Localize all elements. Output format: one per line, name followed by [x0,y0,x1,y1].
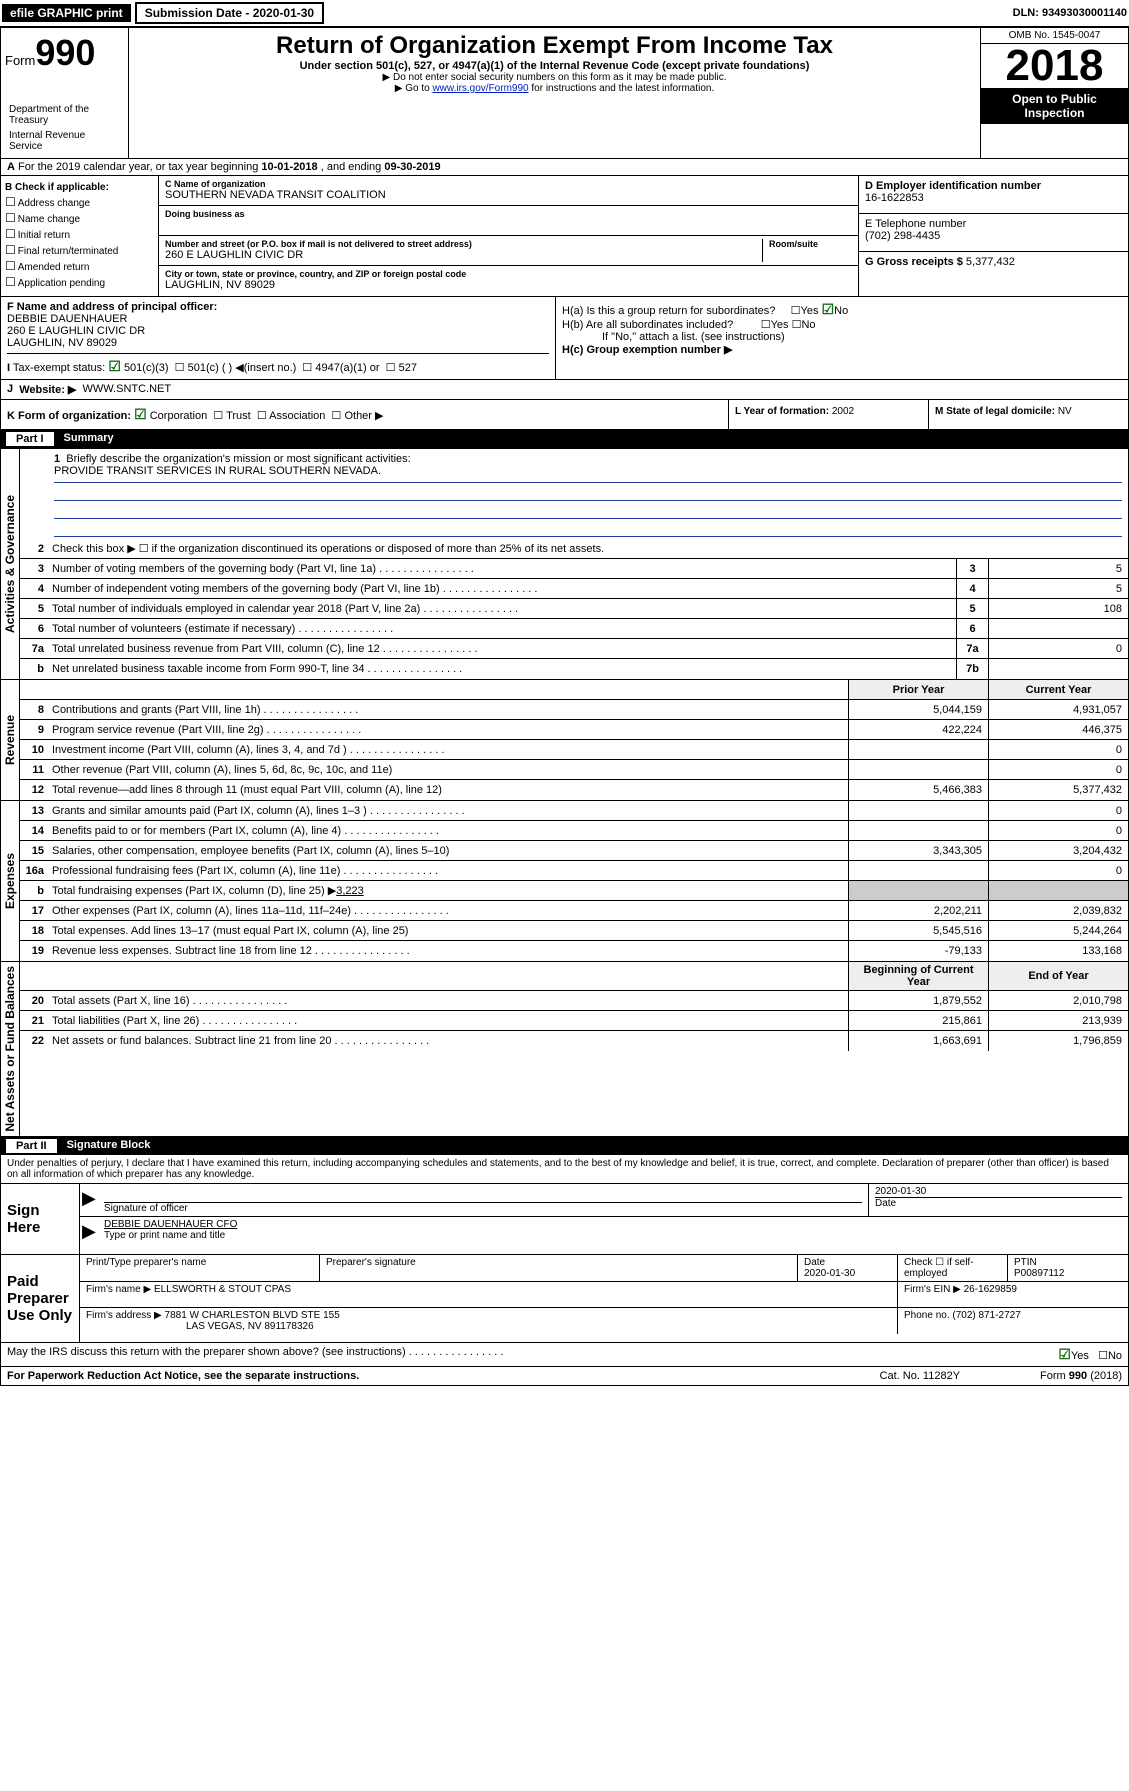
footer: For Paperwork Reduction Act Notice, see … [0,1367,1129,1386]
section-f: F Name and address of principal officer:… [1,297,556,379]
rev-label: Revenue [1,680,20,800]
summary-revenue: Revenue Prior YearCurrent Year 8Contribu… [0,680,1129,801]
phone: (702) 298-4435 [865,230,1122,242]
ein: 16-1622853 [865,192,1122,204]
summary-governance: Activities & Governance 1 Briefly descri… [0,448,1129,680]
top-bar: efile GRAPHIC print Submission Date - 20… [0,0,1129,27]
dept-treasury: Department of the Treasury [5,102,124,128]
sign-here-block: Sign Here ▶ Signature of officer 2020-01… [0,1184,1129,1255]
goto-note: ▶ Go to www.irs.gov/Form990 for instruct… [137,83,972,94]
section-c: C Name of organization SOUTHERN NEVADA T… [159,176,858,296]
org-name: SOUTHERN NEVADA TRANSIT COALITION [165,189,852,201]
dept-irs: Internal Revenue Service [5,128,124,154]
sign-here-label: Sign Here [1,1184,79,1254]
gross-receipts: 5,377,432 [966,256,1015,268]
section-k: K Form of organization: ☑ Corporation ☐ … [1,400,728,429]
part2-header: Part IISignature Block [0,1137,1129,1155]
tax-year: 2018 [981,44,1128,88]
officer-name: DEBBIE DAUENHAUER CFO [104,1219,1122,1230]
row-fh: F Name and address of principal officer:… [0,297,1129,380]
form-header: Form990 Department of the Treasury Inter… [0,27,1129,159]
section-j: J Website: ▶ WWW.SNTC.NET [0,380,1129,400]
ssn-note: ▶ Do not enter social security numbers o… [137,72,972,83]
exp-label: Expenses [1,801,20,961]
net-label: Net Assets or Fund Balances [1,962,20,1136]
paid-label: Paid Preparer Use Only [1,1255,79,1342]
section-b: B Check if applicable: ☐Address change ☐… [1,176,159,296]
section-a: A For the 2019 calendar year, or tax yea… [0,159,1129,176]
summary-expenses: Expenses 13Grants and similar amounts pa… [0,801,1129,962]
open-public-badge: Open to Public Inspection [981,88,1128,124]
dln: DLN: 93493030001140 [1013,7,1127,19]
section-h: H(a) Is this a group return for subordin… [556,297,1128,379]
efile-button[interactable]: efile GRAPHIC print [2,4,131,22]
gov-label: Activities & Governance [1,449,20,679]
website: WWW.SNTC.NET [83,383,172,396]
org-city: LAUGHLIN, NV 89029 [165,279,852,291]
discuss-row: May the IRS discuss this return with the… [0,1343,1129,1367]
paid-preparer-block: Paid Preparer Use Only Print/Type prepar… [0,1255,1129,1343]
section-l: L Year of formation: 2002 [728,400,928,429]
row-klm: K Form of organization: ☑ Corporation ☐ … [0,400,1129,430]
form-number: Form990 [5,32,124,74]
submission-date: Submission Date - 2020-01-30 [135,2,324,24]
section-defg: D Employer identification number 16-1622… [858,176,1128,296]
irs-link[interactable]: www.irs.gov/Form990 [432,83,528,94]
subtitle: Under section 501(c), 527, or 4947(a)(1)… [137,60,972,72]
main-title: Return of Organization Exempt From Incom… [137,32,972,60]
part1-header: Part ISummary [0,430,1129,448]
row-bcde: B Check if applicable: ☐Address change ☐… [0,176,1129,297]
summary-netassets: Net Assets or Fund Balances Beginning of… [0,962,1129,1137]
section-m: M State of legal domicile: NV [928,400,1128,429]
penalty-text: Under penalties of perjury, I declare th… [0,1155,1129,1184]
org-address: 260 E LAUGHLIN CIVIC DR [165,249,762,261]
mission-text: PROVIDE TRANSIT SERVICES IN RURAL SOUTHE… [54,465,1122,483]
